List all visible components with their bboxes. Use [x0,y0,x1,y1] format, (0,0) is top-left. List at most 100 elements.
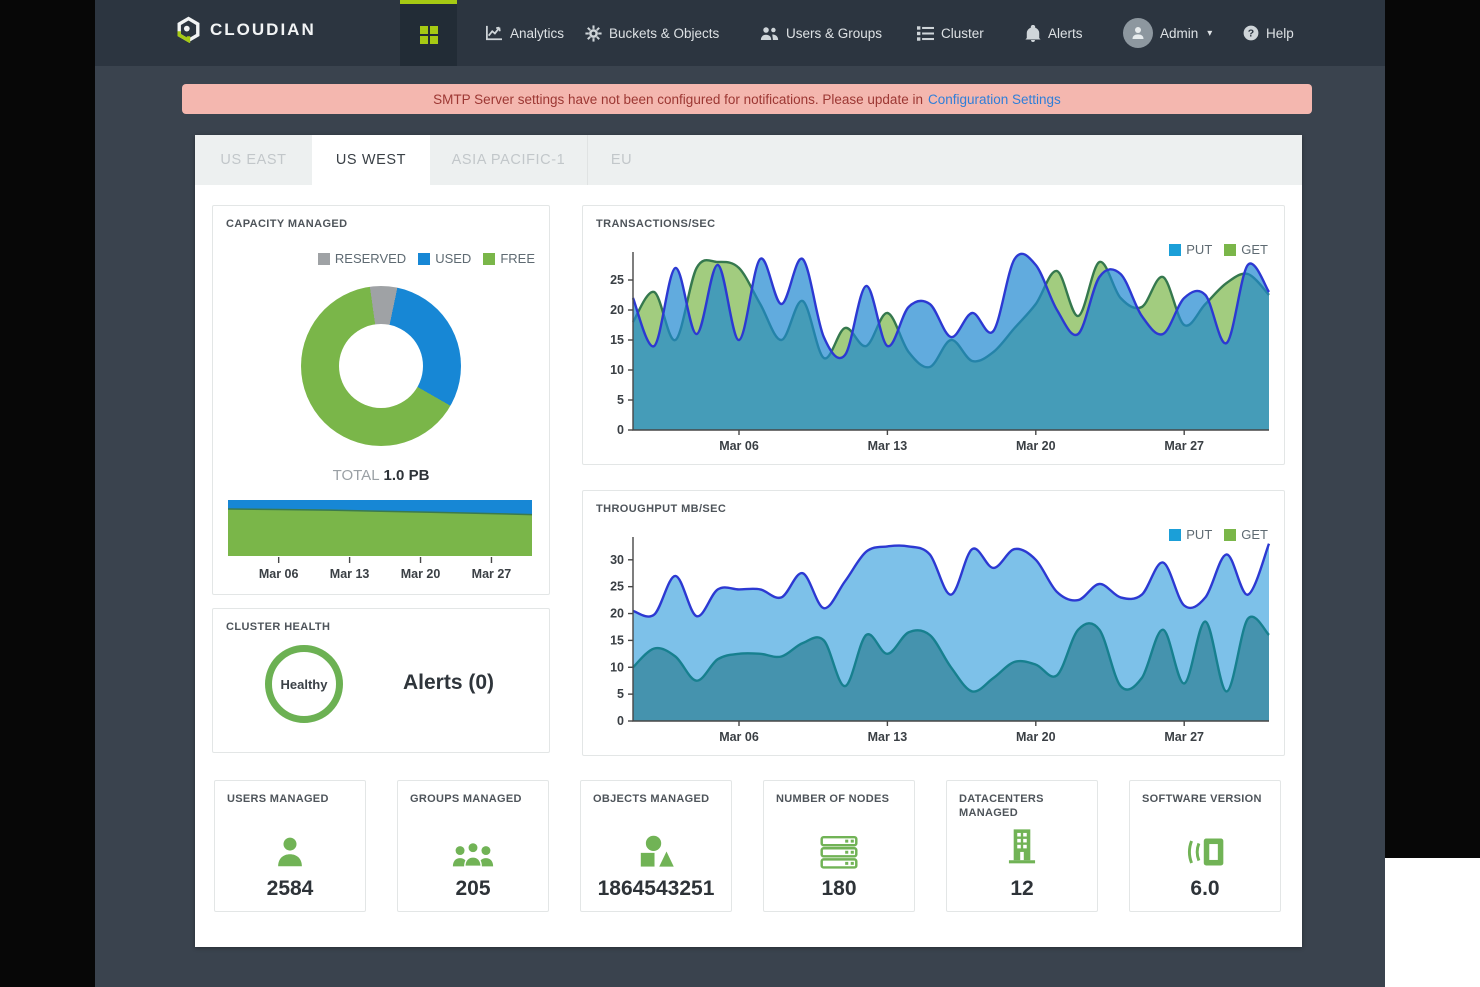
nav-item-alerts[interactable]: Alerts [1025,0,1083,66]
capacity-managed-panel: CAPACITY MANAGED RESERVED USED FREE TOTA… [212,205,550,595]
stat-card-nodes: NUMBER OF NODES [763,780,915,912]
configuration-settings-link[interactable]: Configuration Settings [928,92,1061,107]
svg-text:0: 0 [617,714,624,728]
tab-us-west[interactable]: US WEST [312,135,430,185]
legend-label: RESERVED [335,251,406,266]
nav-item-cluster[interactable]: Cluster [917,0,984,66]
svg-text:5: 5 [617,687,624,701]
cloudian-logo[interactable]: CLOUDIAN [175,16,316,43]
users-icon [760,26,779,41]
alerts-count: Alerts (0) [403,671,494,695]
throughput-area-chart: 051015202530Mar 06Mar 13Mar 20Mar 27 [589,533,1279,751]
tab-us-east[interactable]: US EAST [195,135,312,185]
capacity-legend: RESERVED USED FREE [318,251,535,266]
version-icon [1130,833,1280,871]
stat-title: USERS MANAGED [227,792,357,806]
stat-value: 1864543251 [581,877,731,901]
stat-value: 205 [398,877,548,901]
smtp-warning-banner: SMTP Server settings have not been confi… [182,84,1312,114]
brand-name: CLOUDIAN [210,20,316,40]
capacity-total: TOTAL1.0 PB [213,467,549,484]
throughput-panel: THROUGHPUT MB/SEC PUT GET 051015202530Ma… [582,490,1285,756]
svg-text:25: 25 [610,580,624,594]
svg-text:10: 10 [610,363,624,377]
svg-text:Mar 20: Mar 20 [401,567,441,581]
svg-text:Mar 20: Mar 20 [1016,439,1056,453]
health-status: Healthy [281,677,328,692]
stat-card-software: SOFTWARE VERSION 6.0 [1129,780,1281,912]
stat-card-groups: GROUPS MANAGED 205 [397,780,549,912]
svg-text:20: 20 [610,303,624,317]
stat-card-objects: OBJECTS MANAGED 1864543251 [580,780,732,912]
nav-item-users-groups[interactable]: Users & Groups [760,0,882,66]
transactions-panel: TRANSACTIONS/SEC PUT GET 0510152025Mar 0… [582,205,1285,465]
cluster-health-panel: CLUSTER HEALTH Healthy Alerts (0) [212,608,550,753]
legend-label: USED [435,251,471,266]
nav-item-analytics[interactable]: Analytics [485,0,564,66]
stat-value: 12 [947,877,1097,901]
help-label: Help [1266,26,1294,41]
nav-item-admin[interactable]: Admin ▾ [1123,0,1212,66]
nav-label: Alerts [1048,26,1083,41]
nav-item-buckets-objects[interactable]: Buckets & Objects [585,0,719,66]
tab-eu[interactable]: EU [588,135,655,185]
capacity-donut-chart [301,286,461,446]
region-tabs: US EAST US WEST ASIA PACIFIC-1 EU [195,135,1302,185]
nav-item-help[interactable]: ? Help [1243,0,1294,66]
stat-title: NUMBER OF NODES [776,792,906,806]
panel-title: TRANSACTIONS/SEC [596,218,715,230]
analytics-chart-icon [485,25,503,41]
tab-asia-pacific-1[interactable]: ASIA PACIFIC-1 [430,135,588,185]
svg-text:0: 0 [617,423,624,437]
stat-value: 2584 [215,877,365,901]
svg-text:Mar 13: Mar 13 [868,439,908,453]
banner-text: SMTP Server settings have not been confi… [433,92,923,107]
bell-icon [1025,25,1041,42]
svg-text:Mar 20: Mar 20 [1016,730,1056,744]
stat-title: OBJECTS MANAGED [593,792,723,806]
svg-text:Mar 27: Mar 27 [472,567,512,581]
nav-label: Cluster [941,26,984,41]
admin-avatar [1123,18,1153,48]
datacenter-icon [947,827,1097,865]
capacity-trend-chart: Mar 06 Mar 13 Mar 20 Mar 27 [226,498,534,593]
panel-title: THROUGHPUT MB/SEC [596,503,726,515]
right-letterbox [1385,0,1480,858]
svg-text:Mar 13: Mar 13 [868,730,908,744]
stat-title: DATACENTERS MANAGED [959,792,1089,820]
left-letterbox [0,0,95,987]
used-legend-chip [418,253,430,265]
svg-text:Mar 06: Mar 06 [719,439,759,453]
svg-text:5: 5 [617,393,624,407]
stat-title: SOFTWARE VERSION [1142,792,1272,806]
svg-text:Mar 06: Mar 06 [719,730,759,744]
svg-text:Mar 27: Mar 27 [1164,730,1204,744]
nav-label: Buckets & Objects [609,26,719,41]
svg-text:Mar 27: Mar 27 [1164,439,1204,453]
stat-title: GROUPS MANAGED [410,792,540,806]
stat-value: 180 [764,877,914,901]
svg-text:15: 15 [610,633,624,647]
svg-text:Mar 06: Mar 06 [259,567,299,581]
summary-stats-row: USERS MANAGED 2584 GROUPS MANAGED [214,780,1283,912]
help-icon: ? [1243,25,1259,41]
person-icon [1130,25,1146,41]
svg-text:30: 30 [610,553,624,567]
legend-label: FREE [500,251,535,266]
svg-text:Mar 13: Mar 13 [330,567,370,581]
stat-card-datacenters: DATACENTERS MANAGED [946,780,1098,912]
panel-title: CAPACITY MANAGED [226,218,348,230]
cluster-list-icon [917,26,934,41]
nav-dashboard-active[interactable] [400,0,457,66]
svg-text:25: 25 [610,273,624,287]
svg-text:10: 10 [610,660,624,674]
admin-label: Admin [1160,26,1198,41]
stat-value: 6.0 [1130,877,1280,901]
gear-icon [585,25,602,42]
nav-label: Users & Groups [786,26,882,41]
user-icon [215,833,365,871]
group-icon [398,833,548,871]
nav-label: Analytics [510,26,564,41]
svg-text:?: ? [1248,28,1254,40]
stat-card-users: USERS MANAGED 2584 [214,780,366,912]
